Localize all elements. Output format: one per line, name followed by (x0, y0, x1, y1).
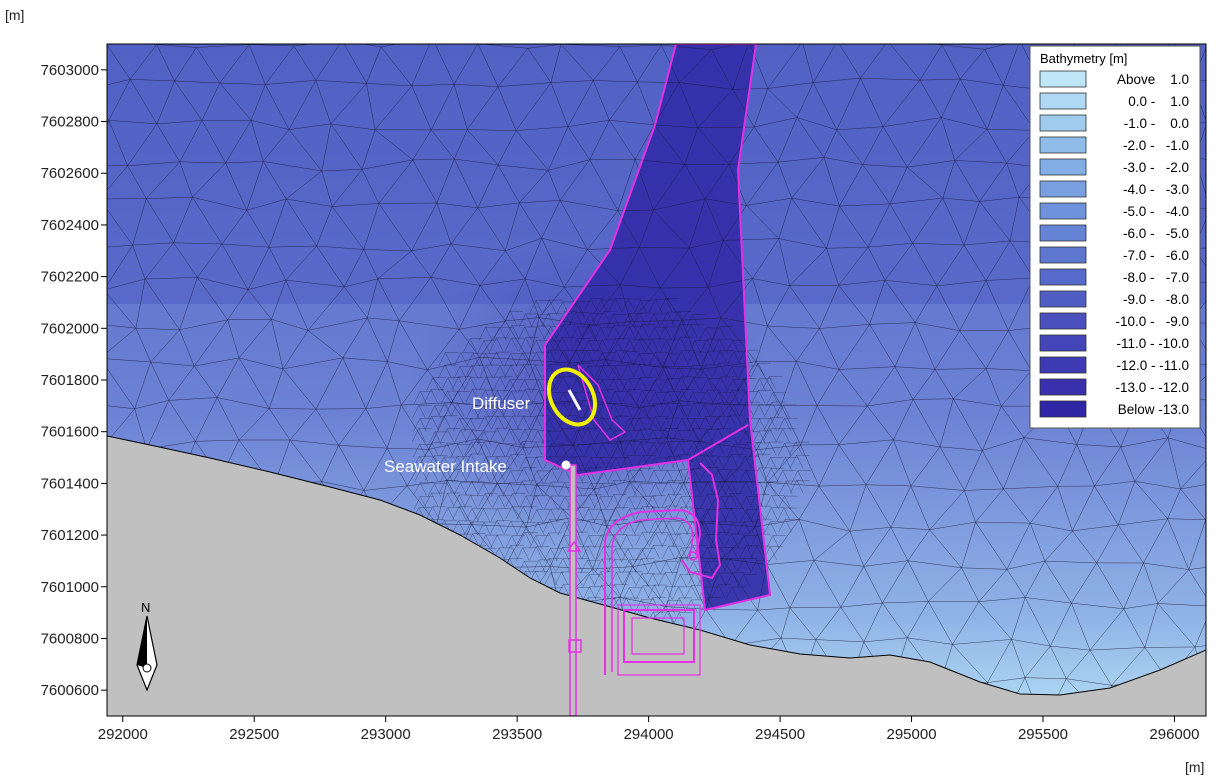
dredged-channel (545, 44, 770, 610)
legend-swatch (1039, 92, 1087, 110)
legend-swatch (1039, 136, 1087, 154)
legend-title: Bathymetry [m] (1040, 51, 1127, 66)
y-tick-label: 7602400 (41, 217, 99, 234)
north-label: N (141, 600, 150, 615)
legend-label: -5.0 - -4.0 (1123, 204, 1189, 219)
legend-label: -2.0 - -1.0 (1123, 138, 1189, 153)
x-tick-label: 293000 (361, 726, 411, 743)
legend-label: -12.0 - -11.0 (1116, 358, 1189, 373)
legend-label: -6.0 - -5.0 (1123, 226, 1189, 241)
legend-swatch (1039, 202, 1087, 220)
y-tick-label: 7601200 (41, 527, 99, 544)
intake-marker (566, 540, 582, 552)
x-tick-label: 295500 (1018, 726, 1068, 743)
legend-swatch (1039, 378, 1087, 396)
y-tick-label: 7601800 (41, 372, 99, 389)
y-axis-unit: [m] (5, 7, 24, 23)
legend-swatch (1039, 312, 1087, 330)
diffuser-line (567, 389, 582, 411)
diffuser-area-boundary (577, 364, 627, 441)
x-tick-label: 294000 (624, 726, 674, 743)
intake-pipe (569, 464, 577, 716)
legend-label: Below -13.0 (1118, 402, 1189, 417)
x-tick-label: 292500 (229, 726, 279, 743)
plot-area: Diffuser Seawater Intake (107, 44, 1206, 716)
legend-label: -11.0 - -10.0 (1116, 336, 1189, 351)
x-tick-label: 292000 (98, 726, 148, 743)
y-tick-label: 7602800 (41, 114, 99, 131)
inner-boundary (681, 462, 722, 580)
north-arrow-fill (137, 616, 147, 668)
legend-label: -4.0 - -3.0 (1123, 182, 1189, 197)
legend-label: -7.0 - -6.0 (1123, 248, 1189, 263)
legend-entries: Above 1.0 0.0 - 1.0 -1.0 - 0.0 -2.0 - -1.0 -… (1039, 70, 1189, 418)
y-tick-label: 7602000 (41, 320, 99, 337)
legend-swatch (1039, 400, 1087, 418)
x-axis-unit: [m] (1185, 759, 1204, 775)
legend-swatch (1039, 224, 1087, 242)
legend-label: -8.0 - -7.0 (1123, 270, 1189, 285)
legend-label: -13.0 - -12.0 (1115, 380, 1189, 395)
diffuser-ring (546, 367, 598, 427)
y-tick-label: 7600800 (41, 630, 99, 647)
legend-label: -3.0 - -2.0 (1123, 160, 1189, 175)
legend-swatch (1039, 268, 1087, 286)
breakwater-inner (611, 517, 694, 672)
y-axis: 7600600 7600800 7601000 7601200 7601400 76016… (41, 62, 107, 699)
breakwater-head (688, 551, 698, 561)
legend-swatch (1039, 290, 1087, 308)
structures (544, 44, 772, 716)
breakwater (604, 508, 702, 675)
legend-swatch (1039, 356, 1087, 374)
fine-mesh-lines (412, 298, 811, 640)
y-tick-label: 7602200 (41, 269, 99, 286)
y-tick-label: 7602600 (41, 165, 99, 182)
harbour-basin (623, 609, 695, 663)
intake-box (568, 639, 582, 653)
legend-label: Above 1.0 (1117, 72, 1189, 87)
legend-label: -1.0 - 0.0 (1124, 116, 1189, 131)
legend-swatch (1039, 158, 1087, 176)
y-tick-label: 7601400 (41, 475, 99, 492)
legend-swatch (1039, 70, 1087, 88)
fine-mesh-layer (412, 298, 811, 640)
legend-label: -9.0 - -8.0 (1123, 292, 1189, 307)
x-axis: 292000 292500 293000 293500 294000 294500 2950… (98, 716, 1199, 743)
y-tick-label: 7603000 (41, 62, 99, 79)
diffuser-label: Diffuser (472, 394, 531, 413)
y-tick-label: 7601000 (41, 579, 99, 596)
land-area (107, 435, 1206, 716)
legend-swatch (1039, 114, 1087, 132)
x-tick-label: 296000 (1149, 726, 1199, 743)
seawater-intake-point (561, 460, 571, 470)
x-tick-label: 294500 (755, 726, 805, 743)
harbour-inner (631, 617, 685, 655)
channel-split-line (687, 424, 749, 461)
legend-label: 0.0 - 1.0 (1128, 94, 1189, 109)
legend: Bathymetry [m] Above 1.0 0.0 - 1.0 -1.0 - … (1029, 45, 1201, 429)
legend-swatch (1039, 334, 1087, 352)
x-tick-label: 295000 (886, 726, 936, 743)
legend-swatch (1039, 180, 1087, 198)
north-arrow-center (142, 663, 152, 673)
y-tick-label: 7601600 (41, 424, 99, 441)
legend-swatch (1039, 246, 1087, 264)
x-tick-label: 293500 (492, 726, 542, 743)
legend-label: -10.0 - -9.0 (1115, 314, 1189, 329)
y-tick-label: 7600600 (41, 682, 99, 699)
harbour-outer (617, 604, 701, 676)
seawater-intake-label: Seawater Intake (384, 457, 507, 476)
north-arrow: N (136, 600, 158, 692)
